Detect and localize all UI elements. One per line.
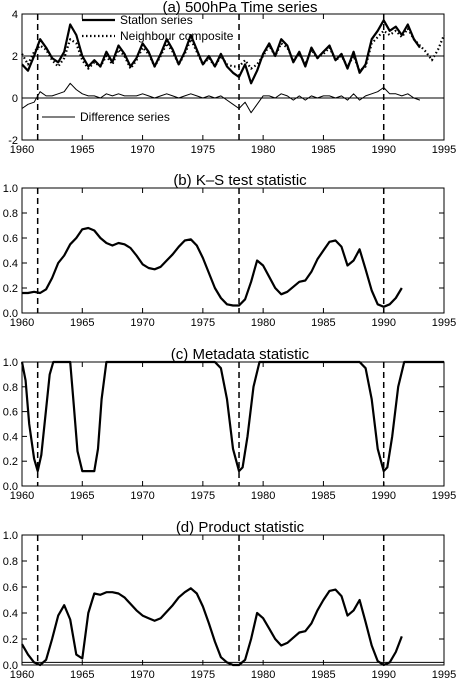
panel-d-ytick-label: 0.4 [3, 608, 18, 620]
panel-a-line-difference-series [21, 82, 421, 114]
legend-bottom: Difference series [42, 110, 170, 124]
panel-d-xtick-label: 1965 [70, 669, 94, 680]
panel-a-xtick-label: 1975 [191, 144, 215, 156]
panel-a-line-station-series [21, 19, 421, 85]
panel-c-frame [21, 361, 445, 487]
panel-b-xtick-label: 1980 [251, 317, 275, 329]
panel-c-xtick-label: 1970 [130, 490, 154, 502]
panel-d-xtick-label: 1985 [311, 669, 335, 680]
panel-c-title: (c) Metadata statistic [171, 346, 310, 363]
panel-d-line-series-0 [21, 587, 403, 667]
panel-d-title: (d) Product statistic [176, 519, 305, 536]
panel-b-ks-statistic: 1960 1965 1970 1975 1980 1985 1990 1995 0.0 0.2 0.… [3, 183, 457, 329]
panel-a-xtick-label: 1980 [251, 144, 275, 156]
panel-c-xtick-label: 1960 [10, 490, 34, 502]
panel-c-ytick-label: 0.6 [3, 407, 18, 419]
panel-a-xtick-label: 1995 [432, 144, 456, 156]
panel-c-ytick-label: 0.8 [3, 382, 18, 394]
panel-c-ytick-label: 1.0 [3, 357, 18, 369]
panel-a-title: (a) 500hPa Time series [162, 0, 317, 16]
panel-d-ytick-label: 0.8 [3, 556, 18, 568]
panel-b-xtick-label: 1970 [130, 317, 154, 329]
panel-a-xtick-label: 1990 [371, 144, 395, 156]
panel-b-xtick-label: 1965 [70, 317, 94, 329]
panel-b-title: (b) K–S test statistic [173, 172, 307, 189]
panel-d-product-statistic: 1960 1965 1970 1975 1980 1985 1990 1995 0.0 0.2 0.… [3, 530, 457, 680]
panel-d-xtick-label: 1990 [371, 669, 395, 680]
panel-b-ytick-label: 0.6 [3, 233, 18, 245]
legend-label-difference: Difference series [80, 110, 170, 124]
panel-b-xtick-label: 1985 [311, 317, 335, 329]
panel-b-ytick-label: 0.4 [3, 258, 18, 270]
panel-a-xtick-label: 1965 [70, 144, 94, 156]
panel-d-xtick-label: 1960 [10, 669, 34, 680]
legend-label-neighbour: Neighbour composite [120, 29, 234, 43]
panel-b-xtick-label: 1975 [191, 317, 215, 329]
legend-top: Station series Neighbour composite [82, 13, 234, 43]
legend-label-station: Station series [120, 13, 193, 27]
panel-c-metadata-statistic: 1960 1965 1970 1975 1980 1985 1990 1995 0.0 0.2 0.… [3, 357, 457, 502]
panel-c-ytick-label: 0.4 [3, 431, 18, 443]
panel-a-ytick-label: -2 [8, 135, 18, 147]
panel-b-ytick-label: 0.2 [3, 283, 18, 295]
panel-d-xtick-label: 1980 [251, 669, 275, 680]
panel-d-xtick-label: 1995 [432, 669, 456, 680]
panel-a-ytick-label: 2 [12, 51, 18, 63]
panel-d-ytick-label: 0.2 [3, 634, 18, 646]
panel-c-xtick-label: 1985 [311, 490, 335, 502]
panel-a-xtick-label: 1985 [311, 144, 335, 156]
panel-c-xtick-label: 1980 [251, 490, 275, 502]
panel-b-ytick-label: 0.8 [3, 208, 18, 220]
panel-b-xtick-label: 1990 [371, 317, 395, 329]
panel-c-xtick-label: 1975 [191, 490, 215, 502]
panel-c-ytick-label: 0.0 [3, 481, 18, 493]
panel-a-time-series: 1960 1965 1970 1975 1980 1985 1990 1995 -2 0 2 4 [8, 9, 456, 156]
panel-b-xtick-label: 1960 [10, 317, 34, 329]
panel-d-ytick-label: 1.0 [3, 530, 18, 542]
panel-a-xtick-label: 1960 [10, 144, 34, 156]
panel-a-frame [21, 13, 445, 141]
panel-c-xtick-label: 1965 [70, 490, 94, 502]
panel-c-line-series-0 [20, 360, 444, 473]
panel-b-xtick-label: 1995 [432, 317, 456, 329]
panel-b-frame [21, 187, 445, 314]
panel-a-ytick-label: 4 [12, 9, 18, 21]
panel-c-ytick-label: 0.2 [3, 456, 18, 468]
panel-d-xtick-label: 1970 [130, 669, 154, 680]
panel-c-xtick-label: 1990 [371, 490, 395, 502]
panel-d-xtick-label: 1975 [191, 669, 215, 680]
panel-b-line-series-0 [22, 226, 403, 308]
panel-c-xtick-label: 1995 [432, 490, 456, 502]
panel-b-ytick-label: 0.0 [3, 308, 18, 320]
panel-d-ytick-label: 0.6 [3, 582, 18, 594]
panel-a-xtick-label: 1970 [130, 144, 154, 156]
panel-b-ytick-label: 1.0 [3, 183, 18, 195]
panel-d-ytick-label: 0.0 [3, 660, 18, 672]
panel-a-ytick-label: 0 [12, 93, 18, 105]
panel-d-frame [21, 534, 445, 666]
